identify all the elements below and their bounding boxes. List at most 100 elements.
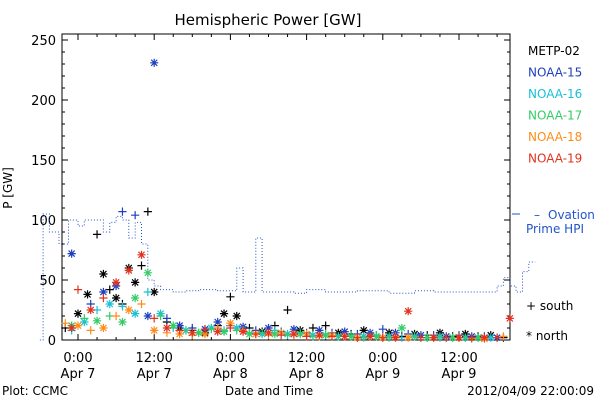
symbol-key-south: + south <box>526 299 573 313</box>
x-tick-label-time: 0:00 <box>63 351 92 366</box>
point-noaa-19-south <box>493 333 502 342</box>
point-metp-02-south <box>92 230 102 239</box>
point-noaa-17-north <box>321 331 330 340</box>
point-noaa-17-north <box>194 328 203 337</box>
y-axis-label: P [GW] <box>1 167 15 209</box>
legend-entry: NOAA-18 <box>528 130 582 144</box>
point-noaa-15-north <box>67 249 76 258</box>
point-noaa-16-south <box>143 287 152 297</box>
point-noaa-15-north <box>175 321 184 330</box>
y-tick-label: 150 <box>31 154 56 169</box>
point-noaa-17-south <box>156 311 165 321</box>
point-noaa-19-north <box>480 333 489 342</box>
ovation-hpi-line <box>39 213 536 341</box>
legend-entry: NOAA-15 <box>528 66 582 80</box>
point-noaa-19-south <box>99 293 108 303</box>
point-metp-02-north <box>150 287 159 297</box>
point-noaa-15-north <box>315 326 324 335</box>
point-noaa-19-north <box>112 278 121 287</box>
point-noaa-17-north <box>448 333 457 342</box>
point-metp-02-north <box>83 290 92 299</box>
point-noaa-19-south <box>200 325 210 334</box>
point-noaa-19-south <box>73 285 83 294</box>
point-noaa-17-north <box>131 293 140 303</box>
x-tick-label-time: 0:00 <box>216 351 245 366</box>
point-noaa-15-south <box>131 211 140 220</box>
point-noaa-19-north <box>505 314 514 323</box>
point-noaa-15-north <box>99 287 108 297</box>
point-noaa-19-south <box>327 332 337 341</box>
point-metp-02-south <box>137 261 146 270</box>
x-tick-label-date: Apr 9 <box>365 367 400 382</box>
legend-entry: NOAA-16 <box>528 87 582 101</box>
point-noaa-17-north <box>92 316 102 325</box>
point-noaa-17-north <box>423 333 432 342</box>
point-metp-02-north <box>112 293 121 303</box>
point-metp-02-north <box>232 311 241 321</box>
point-noaa-15-north <box>150 58 159 67</box>
point-noaa-18-south <box>112 311 121 321</box>
point-metp-02-south <box>143 207 152 216</box>
point-noaa-19-north <box>391 333 400 342</box>
y-tick-label: 0 <box>48 334 56 349</box>
point-metp-02-south <box>283 305 292 315</box>
x-tick-label-date: Apr 9 <box>442 367 477 382</box>
plot-area-frame <box>61 33 511 341</box>
point-noaa-17-north <box>296 329 305 339</box>
point-noaa-17-north <box>118 317 127 327</box>
point-noaa-19-north <box>340 332 349 341</box>
point-noaa-18-north <box>124 305 133 315</box>
point-noaa-15-north <box>143 311 152 321</box>
point-noaa-19-south <box>442 333 451 342</box>
point-noaa-19-north <box>404 307 413 316</box>
x-tick-label-time: 0:00 <box>368 351 397 366</box>
point-noaa-18-south <box>61 319 70 328</box>
y-tick-label: 250 <box>31 34 56 49</box>
point-noaa-19-north <box>86 305 95 315</box>
point-noaa-19-north <box>188 328 197 337</box>
legend: METP-02 NOAA-15 NOAA-16 NOAA-17 NOAA-18 NOAA-… <box>528 44 582 166</box>
point-metp-02-south <box>105 285 114 294</box>
point-noaa-18-north <box>150 326 159 335</box>
point-noaa-15-south <box>378 325 387 334</box>
point-noaa-19-north <box>289 329 298 339</box>
point-noaa-19-south <box>251 329 260 339</box>
point-noaa-17-north <box>169 321 178 330</box>
point-noaa-19-south <box>302 332 311 341</box>
point-noaa-17-south <box>80 314 89 323</box>
point-noaa-17-north <box>397 323 406 333</box>
point-noaa-17-north <box>245 329 254 339</box>
point-noaa-15-north <box>340 327 349 336</box>
x-tick-label-time: 12:00 <box>288 351 325 366</box>
point-noaa-19-south <box>150 314 159 323</box>
point-metp-02-south <box>308 323 318 333</box>
point-noaa-18-north <box>226 319 235 328</box>
point-noaa-19-north <box>429 333 438 342</box>
point-noaa-17-north <box>372 332 381 341</box>
point-metp-02-north <box>219 309 229 318</box>
x-axis-label: Date and Time <box>225 384 313 398</box>
point-noaa-15-south <box>118 207 127 216</box>
point-noaa-17-north <box>346 332 356 341</box>
point-metp-02-south <box>226 292 235 301</box>
point-noaa-17-south <box>410 332 419 341</box>
point-noaa-17-north <box>473 333 483 342</box>
point-noaa-16-north <box>131 309 140 318</box>
x-tick-label-date: Apr 8 <box>213 367 248 382</box>
point-noaa-18-south <box>137 299 146 309</box>
ovation-legend-dash: – <box>534 208 540 222</box>
point-noaa-19-north <box>366 332 375 341</box>
point-noaa-19-north <box>67 323 76 333</box>
chart-title: Hemispheric Power [GW] <box>175 11 362 29</box>
point-noaa-15-north <box>289 325 298 334</box>
point-noaa-16-south <box>118 302 127 311</box>
point-noaa-19-south <box>378 333 387 342</box>
y-tick-label: 100 <box>31 214 56 229</box>
symbol-key: + south * north <box>526 299 573 343</box>
point-noaa-19-south <box>226 323 235 333</box>
legend-entry: NOAA-17 <box>528 109 582 123</box>
x-tick-label-time: 12:00 <box>135 351 172 366</box>
point-noaa-18-south <box>499 332 508 341</box>
x-tick-label-time: 12:00 <box>440 351 477 366</box>
